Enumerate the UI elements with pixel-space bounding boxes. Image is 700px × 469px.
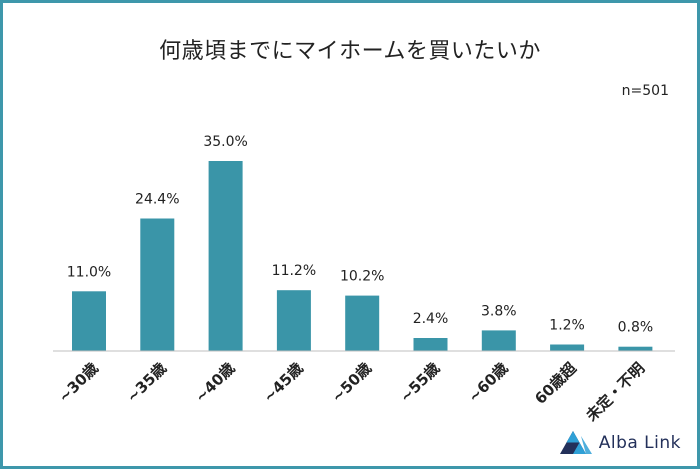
bar-1	[72, 291, 106, 351]
category-label-3: ~40歳	[191, 359, 238, 406]
bar-6	[413, 338, 448, 351]
value-label-3: 35.0%	[203, 134, 247, 150]
brand-logo: Alba Link	[559, 430, 681, 456]
category-label-9: 未定・不明	[582, 359, 648, 425]
value-label-group: 11.0% 24.4% 35.0% 11.2% 10.2% 2.4% 3.8% 1.2% 0.8…	[67, 134, 653, 336]
bar-group	[72, 161, 653, 351]
value-label-8: 1.2%	[549, 318, 585, 334]
category-label-2: ~35歳	[123, 359, 170, 406]
category-label-group: ~30歳 ~35歳 ~40歳 ~45歳 ~50歳 ~55歳 ~60歳 60歳超 未定・不明	[55, 358, 648, 425]
category-label-6: ~55歳	[396, 359, 443, 406]
bar-7	[481, 330, 516, 351]
value-label-4: 11.2%	[272, 263, 316, 279]
sample-size-label: n=501	[621, 83, 669, 99]
category-label-4: ~45歳	[260, 359, 307, 406]
bar-chart: 11.0% 24.4% 35.0% 11.2% 10.2% 2.4% 3.8% 1.2% 0.8…	[53, 134, 675, 426]
bar-9	[618, 346, 653, 351]
value-label-7: 3.8%	[481, 303, 517, 319]
triangle-logo-icon	[559, 431, 592, 454]
category-label-5: ~50歳	[328, 359, 375, 406]
category-label-7: ~60歳	[465, 359, 512, 406]
bar-8	[550, 344, 585, 351]
bar-4	[276, 290, 311, 351]
value-label-2: 24.4%	[135, 192, 179, 208]
chart-title: 何歳頃までにマイホームを買いたいか	[159, 39, 541, 64]
bar-5	[345, 295, 380, 351]
brand-name: Alba Link	[598, 433, 681, 453]
value-label-5: 10.2%	[340, 269, 384, 285]
value-label-1: 11.0%	[67, 264, 111, 280]
value-label-9: 0.8%	[618, 320, 654, 336]
bar-3	[208, 161, 243, 351]
category-label-8: 60歳超	[531, 358, 580, 407]
bar-2	[140, 218, 175, 351]
category-label-1: ~30歳	[55, 359, 102, 406]
value-label-6: 2.4%	[413, 311, 449, 327]
